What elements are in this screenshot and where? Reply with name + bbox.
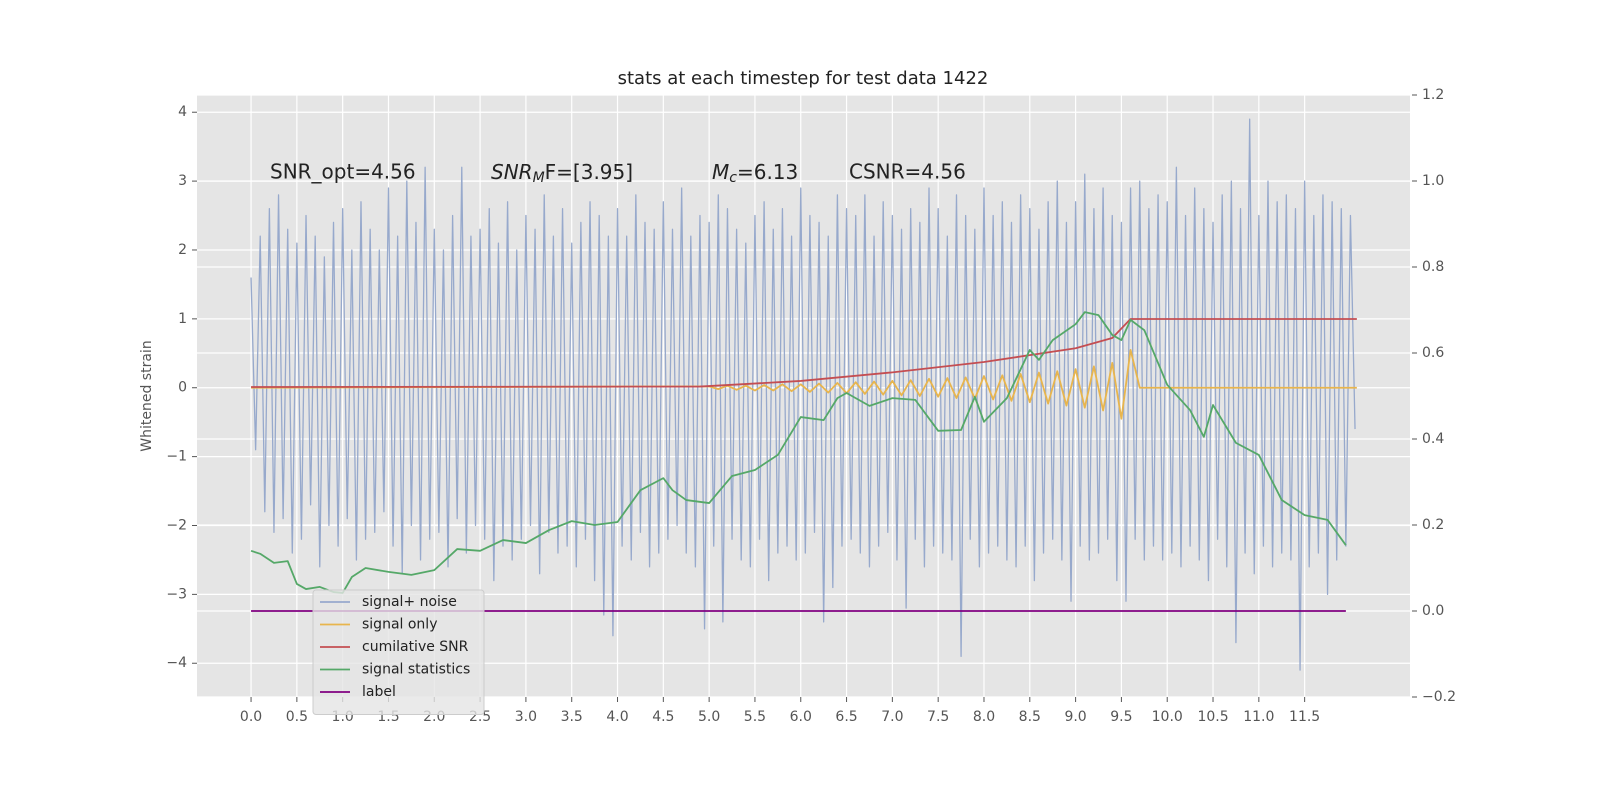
- legend-label: label: [362, 684, 396, 700]
- series-line: [250, 118, 1356, 671]
- x-tick-label: 7.5: [927, 709, 949, 725]
- y2-tick-label: 0.8: [1422, 259, 1444, 275]
- x-tick-label: 6.0: [790, 709, 812, 725]
- y2-tick-label: 0.0: [1422, 603, 1444, 619]
- x-tick-label: 8.5: [1019, 709, 1041, 725]
- x-tick-label: 3.5: [561, 709, 583, 725]
- y-tick-label: −2: [166, 517, 187, 533]
- x-tick-label: 11.5: [1289, 709, 1320, 725]
- y2-tick-label: −0.2: [1422, 689, 1456, 705]
- x-tick-label: 8.0: [973, 709, 995, 725]
- y-tick-label: 3: [178, 173, 187, 189]
- series-line: [251, 318, 1357, 388]
- y2-tick-label: 0.6: [1422, 345, 1444, 361]
- y2-tick-label: 0.4: [1422, 431, 1444, 447]
- legend-label: cumilative SNR: [362, 639, 469, 655]
- legend-label: signal+ noise: [362, 594, 457, 610]
- annotation-rest: F=[3.95]: [545, 160, 633, 184]
- annotation-base: M: [712, 160, 729, 184]
- annotation: SNRMF=[3.95]: [491, 160, 633, 187]
- y2-tick-label: 1.0: [1422, 173, 1444, 189]
- y-tick-label: −3: [166, 586, 187, 602]
- x-tick-label: 0.5: [286, 709, 308, 725]
- series-line: [251, 348, 1357, 420]
- y-tick-label: 1: [178, 311, 187, 327]
- axes: 0.0 0.5 1.0 1.5 2.0 2.5 3.0 3.5 4.0 4.5 5.0 5.5 6.0 6…: [166, 87, 1456, 725]
- y-axis-label: Whitened strain: [139, 340, 155, 451]
- annotation-rest: =6.13: [737, 160, 798, 184]
- y-tick-label: 0: [178, 380, 187, 396]
- y-tick-label: 4: [178, 104, 187, 120]
- y2-tick-label: 0.2: [1422, 517, 1444, 533]
- legend: signal+ noise signal only cumilative SNR si…: [312, 589, 485, 715]
- legend-box: [312, 589, 485, 715]
- series-line: [250, 311, 1347, 594]
- x-tick-label: 9.0: [1064, 709, 1086, 725]
- x-tick-label: 11.0: [1243, 709, 1274, 725]
- y-tick-label: 2: [178, 242, 187, 258]
- annotation: CSNR=4.56: [849, 160, 966, 184]
- x-tick-label: 3.0: [515, 709, 537, 725]
- x-tick-label: 0.0: [240, 709, 262, 725]
- annotation-sub: c: [729, 170, 737, 186]
- x-tick-label: 4.5: [652, 709, 674, 725]
- annotation: Mc=6.13: [712, 160, 798, 187]
- x-tick-label: 4.0: [606, 709, 628, 725]
- annotation-sub: M: [533, 170, 545, 186]
- x-tick-label: 9.5: [1110, 709, 1132, 725]
- x-tick-label: 5.0: [698, 709, 720, 725]
- x-tick-label: 7.0: [881, 709, 903, 725]
- x-tick-label: 10.5: [1197, 709, 1228, 725]
- annotation-base: SNR: [491, 160, 533, 184]
- x-tick-label: 10.0: [1152, 709, 1183, 725]
- legend-label: signal statistics: [362, 662, 470, 678]
- legend-label: signal only: [362, 617, 437, 633]
- annotation: SNR_opt=4.56: [270, 160, 416, 184]
- x-tick-label: 6.5: [835, 709, 857, 725]
- chart-title: stats at each timestep for test data 142…: [618, 68, 989, 89]
- y-tick-label: −4: [166, 655, 187, 671]
- x-tick-label: 5.5: [744, 709, 766, 725]
- y-tick-label: −1: [166, 449, 187, 465]
- y2-tick-label: 1.2: [1422, 87, 1444, 103]
